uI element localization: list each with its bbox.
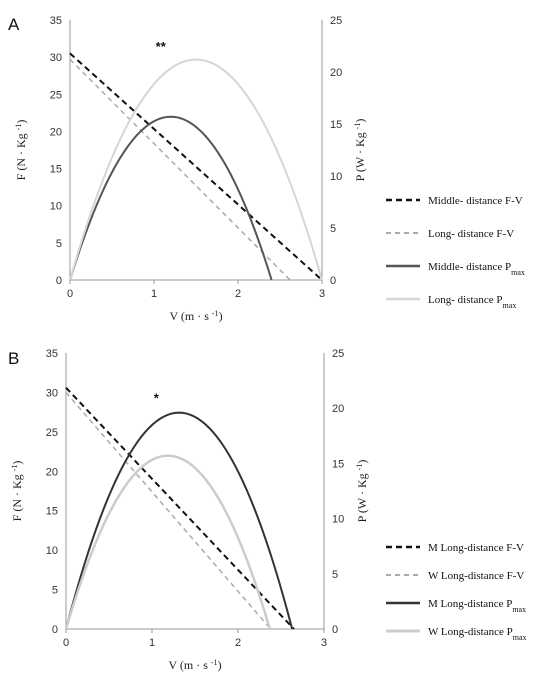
series-line-3	[69, 115, 273, 281]
legend-label-3: M Long-distance Pmax	[428, 598, 526, 614]
panel-label: A	[8, 15, 20, 34]
legend-label-1: Middle- distance F-V	[428, 195, 523, 207]
significance-marker: **	[156, 39, 167, 54]
x-tick-label: 2	[235, 637, 241, 649]
y2-tick-label: 20	[332, 403, 344, 415]
legend-label-4: W Long-distance Pmax	[428, 626, 527, 642]
y-tick-label: 0	[56, 275, 62, 287]
y-tick-label: 15	[46, 506, 58, 518]
y2-tick-label: 5	[332, 569, 338, 581]
y2-axis-label: P (W · Kg -1)	[353, 119, 368, 182]
chart-panel-a: A 0 5 10 15 20 25 30 35 0 5 10 15 20 25 0 1 2 3 V (m · s -1…	[8, 15, 525, 323]
y-tick-label: 10	[46, 545, 58, 557]
x-tick-label: 3	[319, 288, 325, 300]
legend-label-4: Long- distance Pmax	[428, 294, 516, 310]
y2-tick-label: 0	[330, 275, 336, 287]
y-tick-label: 30	[50, 52, 62, 64]
y-tick-label: 0	[52, 624, 58, 636]
legend-label-2: Long- distance F-V	[428, 228, 514, 240]
series-line-4	[69, 58, 323, 281]
y2-tick-label: 5	[330, 223, 336, 235]
legend-label-3: Middle- distance Pmax	[428, 261, 525, 277]
x-tick-label: 2	[235, 288, 241, 300]
legend-label-1: M Long-distance F-V	[428, 542, 524, 554]
series-line-2	[69, 58, 291, 281]
series-line-2	[65, 391, 272, 630]
x-tick-label: 3	[321, 637, 327, 649]
y2-axis-label: P (W · Kg -1)	[355, 460, 370, 523]
y2-tick-label: 10	[332, 514, 344, 526]
panel-label: B	[8, 349, 19, 368]
x-tick-label: 1	[149, 637, 155, 649]
y2-tick-label: 25	[330, 15, 342, 27]
x-tick-label: 1	[151, 288, 157, 300]
series-line-1	[69, 52, 323, 281]
series-line-4	[64, 454, 272, 630]
y-tick-label: 5	[52, 585, 58, 597]
legend-label-2: W Long-distance F-V	[428, 570, 524, 582]
y-tick-label: 5	[56, 238, 62, 250]
y2-tick-label: 0	[332, 624, 338, 636]
y-tick-label: 20	[46, 466, 58, 478]
y2-tick-label: 15	[332, 458, 344, 470]
x-tick-label: 0	[63, 637, 69, 649]
y-tick-label: 10	[50, 201, 62, 213]
y-axis-label: F (N · Kg -1)	[14, 120, 29, 181]
x-tick-label: 0	[67, 288, 73, 300]
y2-tick-label: 15	[330, 119, 342, 131]
y2-tick-label: 25	[332, 348, 344, 360]
y-tick-label: 15	[50, 164, 62, 176]
series-line-3	[65, 411, 294, 630]
chart-panel-b: B 0 5 10 15 20 25 30 35 0 5 10 15 20 25 0 1 2 3 V (m · s -1…	[8, 348, 527, 672]
y-axis-label: F (N · Kg -1)	[10, 461, 25, 522]
y-tick-label: 25	[46, 427, 58, 439]
y2-tick-label: 10	[330, 171, 342, 183]
x-axis-label: V (m · s -1)	[169, 309, 222, 324]
x-axis-label: V (m · s -1)	[168, 658, 221, 673]
y2-tick-label: 20	[330, 67, 342, 79]
y-tick-label: 35	[50, 15, 62, 27]
y-tick-label: 25	[50, 89, 62, 101]
y-tick-label: 30	[46, 387, 58, 399]
y-tick-label: 20	[50, 126, 62, 138]
y-tick-label: 35	[46, 348, 58, 360]
series-line-1	[65, 387, 295, 630]
significance-marker: *	[154, 390, 160, 405]
